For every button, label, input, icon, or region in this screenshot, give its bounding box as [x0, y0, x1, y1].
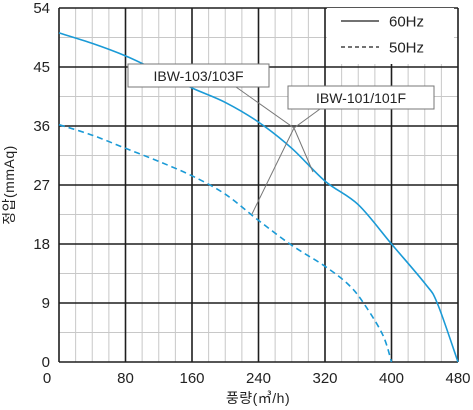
curve-50hz [58, 123, 393, 363]
y-tick-label: 9 [42, 295, 50, 312]
x-tick-label: 80 [117, 370, 134, 387]
leader-101-lower [251, 127, 295, 215]
curves [58, 32, 459, 363]
x-tick-label: 320 [312, 370, 337, 387]
legend-label-60hz: 60Hz [389, 14, 424, 31]
legend-box [327, 8, 454, 64]
y-tick-label: 18 [33, 236, 50, 253]
callout-label-101: IBW-101/101F [316, 90, 406, 106]
callout-box-101 [287, 85, 435, 110]
x-tick-label: 0 [43, 370, 51, 387]
x-tick-label: 240 [246, 370, 271, 387]
y-tick-label: 54 [33, 0, 50, 17]
leader-101-upper [293, 108, 321, 129]
x-axis-ticks: 0 80 160 240 320 400 480 [43, 370, 471, 387]
y-tick-label: 0 [42, 354, 50, 371]
x-tick-label: 400 [379, 370, 404, 387]
x-tick-label: 480 [445, 370, 470, 387]
curve-60hz [58, 32, 459, 363]
legend-label-50hz: 50Hz [389, 40, 424, 57]
callouts: IBW-103/103F IBW-101/101F [127, 63, 435, 215]
legend: 60Hz 50Hz [327, 8, 454, 64]
y-tick-label: 36 [33, 118, 50, 135]
y-axis-ticks: 0 9 18 27 36 45 54 [33, 0, 50, 371]
leader-103-upper [235, 86, 295, 129]
x-tick-label: 160 [179, 370, 204, 387]
y-tick-label: 45 [33, 59, 50, 76]
y-tick-label: 27 [33, 177, 50, 194]
x-axis-label: 풍량(㎥/h) [226, 390, 290, 406]
y-axis-label: 정압(mmAq) [1, 145, 17, 225]
callout-box-103 [127, 63, 270, 88]
callout-label-103: IBW-103/103F [153, 68, 243, 84]
leader-103-lower [293, 127, 314, 173]
callout-leader-lines [235, 86, 321, 215]
